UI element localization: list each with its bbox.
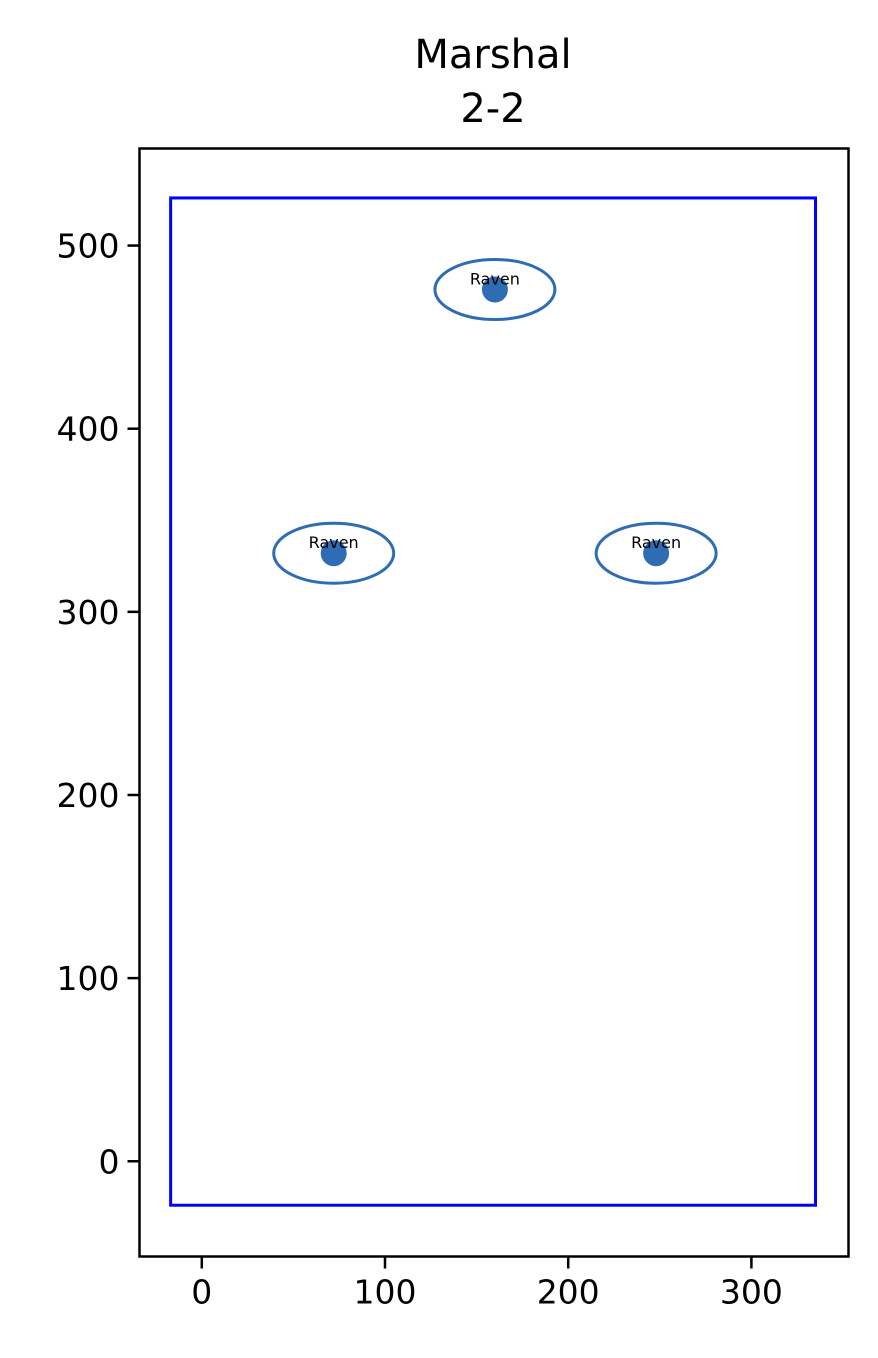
y-tick-label: 0 — [99, 1142, 120, 1181]
x-tick-label: 200 — [537, 1273, 600, 1312]
point-ellipse — [272, 521, 396, 585]
y-tick-label: 400 — [57, 410, 120, 449]
data-point — [320, 540, 347, 567]
plot-area: Raven Raven Raven — [169, 196, 818, 1207]
axes: 0 100 200 300 0 100 200 300 400 500 — [57, 227, 783, 1312]
point-label: Raven — [631, 533, 681, 552]
y-tick-label: 200 — [57, 776, 120, 815]
point-ellipse — [594, 521, 718, 585]
chart-title: Marshal — [414, 32, 571, 78]
data-point — [481, 276, 508, 303]
point-ellipse — [433, 258, 557, 322]
axes-frame — [138, 147, 850, 1258]
point-label: Raven — [470, 270, 520, 289]
x-tick-label: 300 — [720, 1273, 783, 1312]
point-label: Raven — [309, 533, 359, 552]
x-tick-label: 100 — [353, 1273, 416, 1312]
y-tick-label: 500 — [57, 227, 120, 266]
boundary-rect — [169, 196, 818, 1207]
y-tick-label: 300 — [57, 593, 120, 632]
y-tick-label: 100 — [57, 959, 120, 998]
x-tick-label: 0 — [191, 1273, 212, 1312]
chart-subtitle: 2-2 — [460, 86, 525, 132]
data-point — [643, 540, 670, 567]
